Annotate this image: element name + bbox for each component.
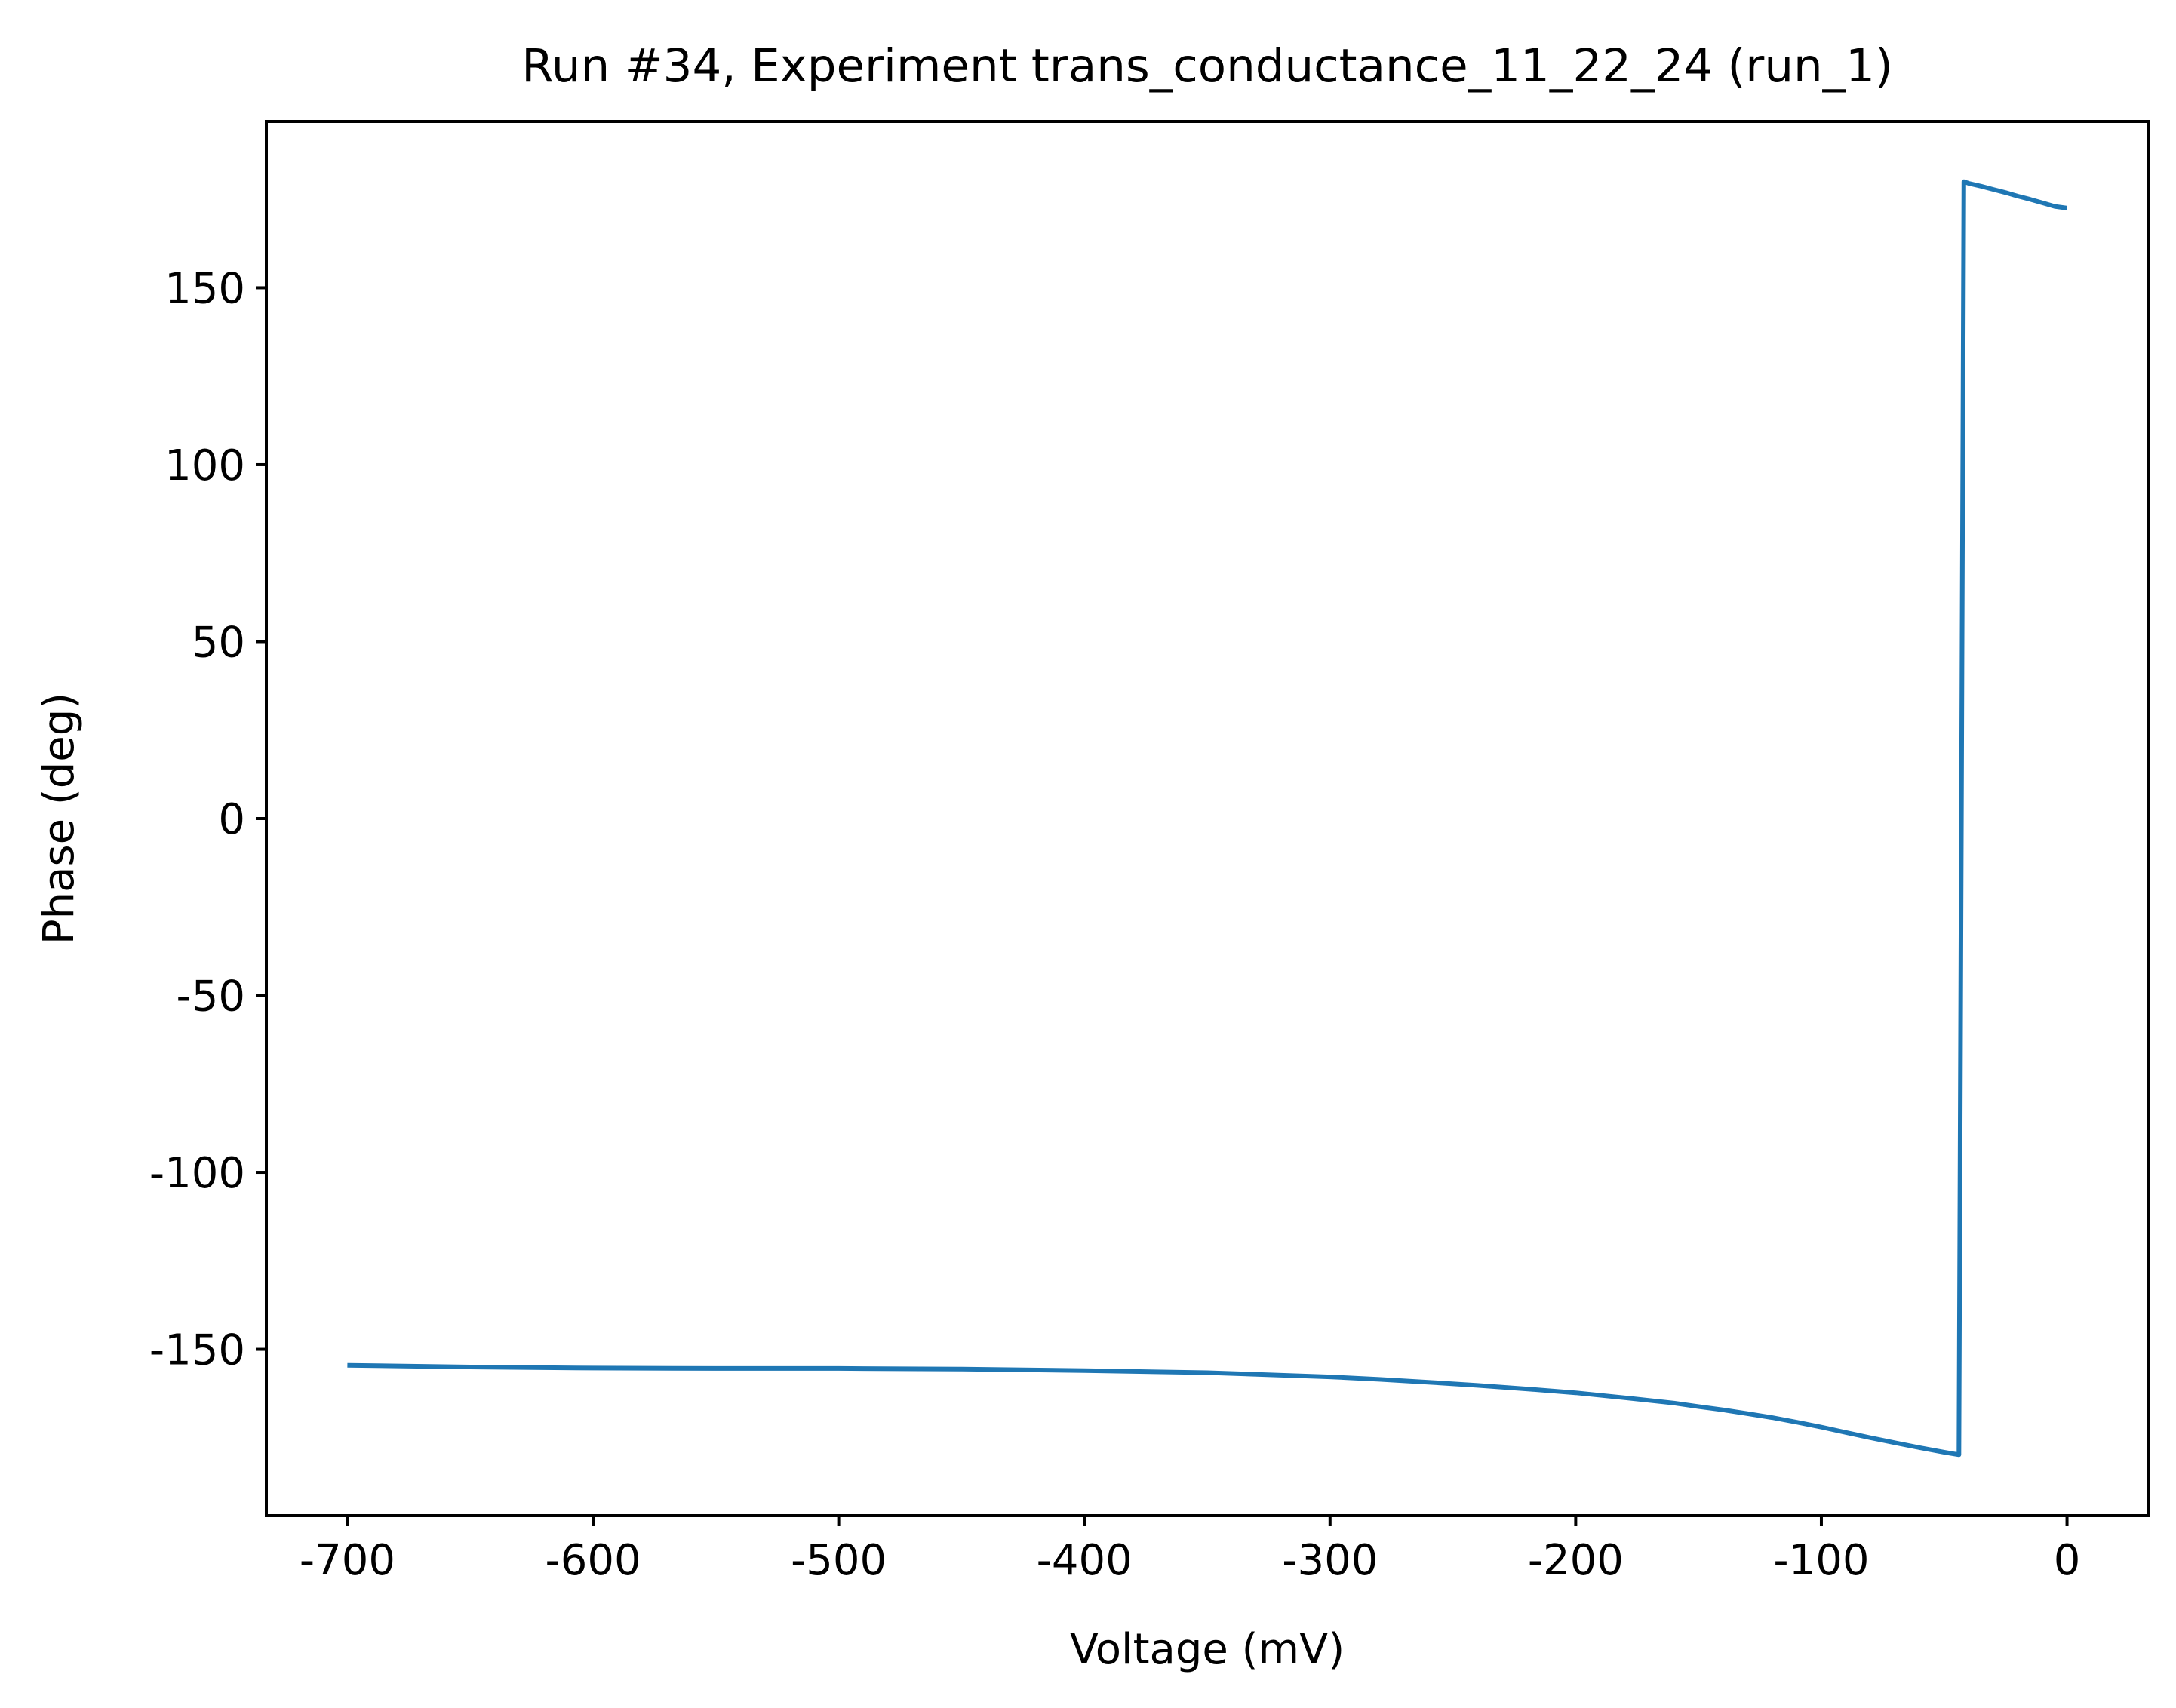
x-tick-label: -100 — [1773, 1536, 1869, 1585]
y-axis-label: Phase (deg) — [35, 693, 84, 945]
plot-frame — [265, 120, 2150, 1517]
x-axis-label: Voltage (mV) — [1070, 1625, 1345, 1674]
y-tick-label: -150 — [149, 1326, 245, 1375]
phase-series-line — [347, 179, 2068, 1458]
y-tick-label: -50 — [177, 972, 245, 1021]
chart-title: Run #34, Experiment trans_conductance_11… — [521, 39, 1893, 93]
x-tick-label: -600 — [545, 1536, 641, 1585]
x-tick-label: -700 — [300, 1536, 395, 1585]
x-tick-label: -300 — [1282, 1536, 1378, 1585]
x-tick-label: -200 — [1528, 1536, 1624, 1585]
y-axis-ticks: 150 100 50 0 -50 -100 -150 — [149, 264, 266, 1375]
x-tick-label: 0 — [2054, 1536, 2081, 1585]
x-tick-label: -400 — [1037, 1536, 1133, 1585]
y-tick-label: 50 — [192, 618, 245, 667]
y-tick-label: 100 — [164, 441, 245, 490]
y-tick-label: 0 — [218, 795, 245, 844]
y-tick-label: 150 — [164, 264, 245, 313]
y-tick-label: -100 — [149, 1149, 245, 1198]
x-axis-ticks: -700 -600 -500 -400 -300 -200 -100 0 — [300, 1516, 2080, 1585]
x-tick-label: -500 — [791, 1536, 887, 1585]
